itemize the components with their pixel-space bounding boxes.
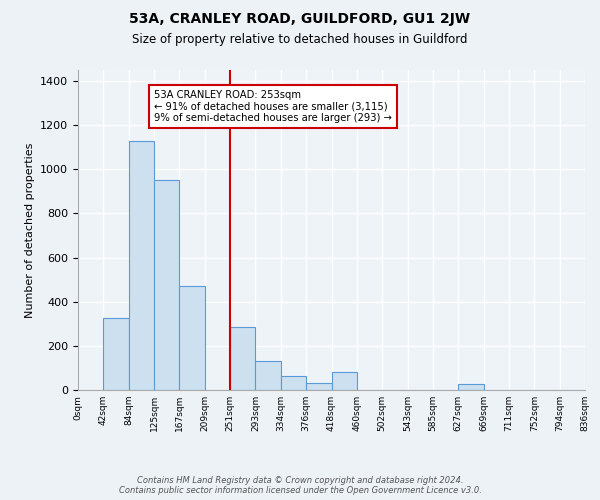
Bar xyxy=(256,362,281,390)
Bar xyxy=(306,384,331,390)
Bar xyxy=(179,286,205,390)
Text: 53A CRANLEY ROAD: 253sqm
← 91% of detached houses are smaller (3,115)
9% of semi: 53A CRANLEY ROAD: 253sqm ← 91% of detach… xyxy=(154,90,392,123)
Bar xyxy=(103,318,128,390)
Text: 53A, CRANLEY ROAD, GUILDFORD, GU1 2JW: 53A, CRANLEY ROAD, GUILDFORD, GU1 2JW xyxy=(130,12,470,26)
Bar xyxy=(458,384,484,390)
Text: Contains HM Land Registry data © Crown copyright and database right 2024.
Contai: Contains HM Land Registry data © Crown c… xyxy=(119,476,481,495)
Y-axis label: Number of detached properties: Number of detached properties xyxy=(25,142,35,318)
Text: Size of property relative to detached houses in Guildford: Size of property relative to detached ho… xyxy=(132,32,468,46)
Bar xyxy=(281,376,306,390)
Bar xyxy=(230,327,256,390)
Bar xyxy=(128,140,154,390)
Bar xyxy=(154,180,179,390)
Bar xyxy=(331,372,357,390)
